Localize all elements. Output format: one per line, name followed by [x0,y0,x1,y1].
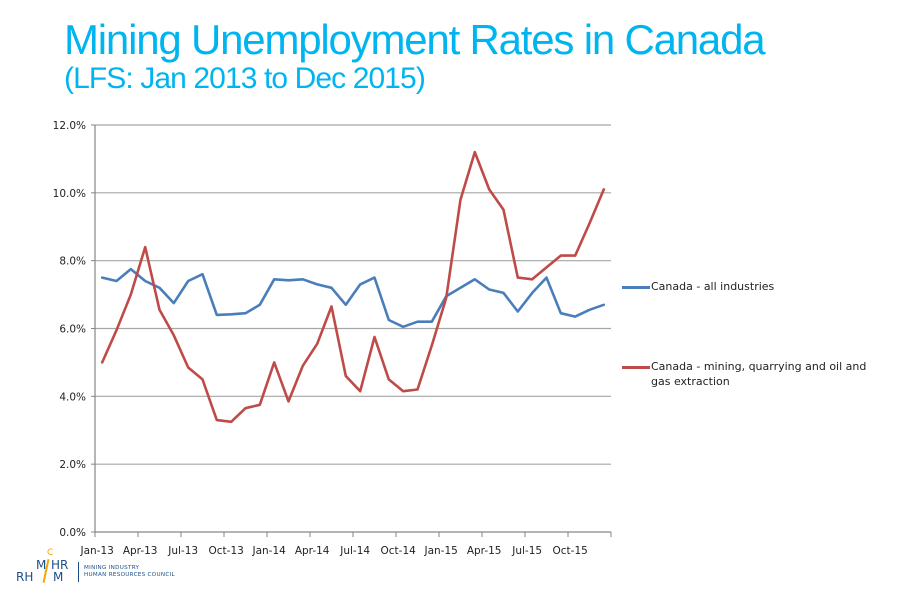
x-tick-label: Oct-13 [209,545,244,557]
series-lines [100,150,606,424]
x-tick-label: Jul-13 [167,545,198,557]
x-tick-label: Jan-14 [251,545,286,557]
slide-subtitle: (LFS: Jan 2013 to Dec 2015) [64,62,426,95]
mihr-logo: M C HR RH M MINING INDUSTRY HUMAN RESOUR… [14,548,214,584]
x-tick-label: Apr-14 [295,545,330,557]
y-tick-label: 10.0% [53,188,86,200]
y-axis-ticks: 0.0% 2.0% 4.0% 6.0% 8.0% 10.0% 12.0% [53,120,95,539]
legend-label-mining: Canada - mining, quarrying and oil and g… [651,360,867,388]
x-tick-label: Apr-13 [123,545,158,557]
x-tick-label: Jul-15 [511,545,542,557]
logo-divider [78,562,79,582]
y-tick-label: 6.0% [59,324,86,336]
x-tick-label: Apr-15 [467,545,502,557]
y-tick-label: 8.0% [59,256,86,268]
x-tick-label: Oct-15 [553,545,588,557]
x-tick-label: Jan-15 [423,545,457,557]
logo-text: MINING INDUSTRY HUMAN RESOURCES COUNCIL [84,565,175,578]
series-line-mining [100,150,606,424]
x-tick-label: Jul-14 [339,545,370,557]
series-line-all-industries [100,267,606,329]
y-tick-label: 2.0% [59,459,86,471]
y-tick-label: 4.0% [59,391,86,403]
x-tick-label: Jan-13 [79,545,113,557]
mihr-logo-mark-icon: M C HR RH M [16,548,69,584]
y-tick-label: 0.0% [59,527,86,539]
slide-title: Mining Unemployment Rates in Canada [64,16,766,63]
x-tick-label: Oct-14 [381,545,417,557]
gridlines [95,124,611,465]
legend-swatch-mining [622,366,650,369]
x-axis-ticks: Jan-13 Apr-13 Jul-13 Oct-13 Jan-14 Apr-14 Jul-… [79,532,612,557]
legend-label-all-industries: Canada - all industries [651,280,775,293]
legend-swatch-all-industries [622,286,650,289]
y-tick-label: 12.0% [53,120,86,132]
